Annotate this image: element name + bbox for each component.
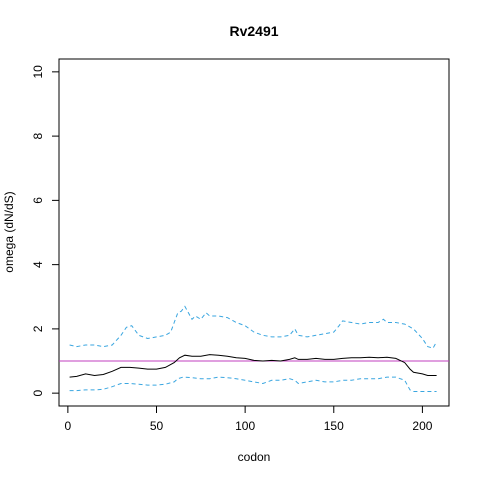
chart-title: Rv2491: [229, 23, 278, 39]
x-tick-label: 50: [150, 419, 164, 433]
y-tick-label: 4: [31, 261, 45, 268]
y-tick-label: 8: [31, 132, 45, 139]
x-tick-label: 200: [412, 419, 432, 433]
y-tick-label: 6: [31, 197, 45, 204]
plot-frame: [58, 58, 450, 407]
x-axis-label: codon: [238, 450, 271, 464]
y-tick-label: 10: [31, 65, 45, 79]
series-lines: [59, 305, 449, 392]
y-tick-label: 0: [31, 389, 45, 396]
axis-ticks: 0 50 100 150 200 0 2 4 6 8 10: [31, 65, 433, 433]
y-tick-label: 2: [31, 325, 45, 332]
series-line-mean: [69, 354, 437, 378]
series-line-lower: [69, 376, 437, 392]
x-tick-label: 100: [235, 419, 255, 433]
x-tick-label: 0: [65, 419, 72, 433]
x-tick-label: 150: [324, 419, 344, 433]
series-line-upper: [69, 305, 438, 349]
y-axis-label: omega (dN/dS): [2, 191, 16, 272]
